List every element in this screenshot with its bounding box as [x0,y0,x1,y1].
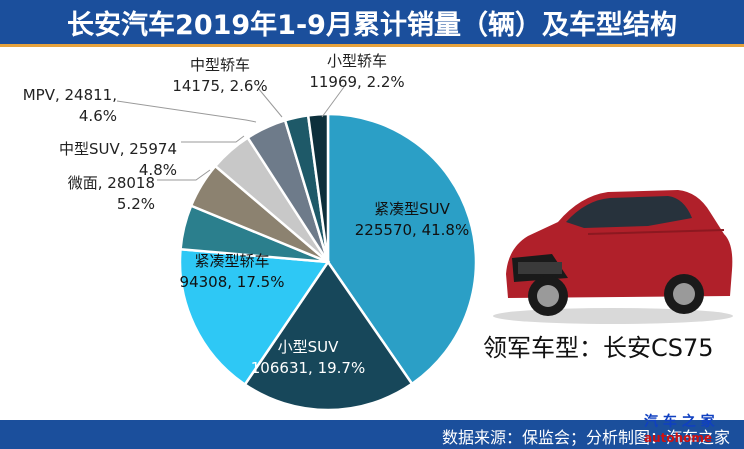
slice-label-7: 中型轿车 14175, 2.6% [172,56,267,95]
chart-title-bar: 长安汽车2019年1-9月累计销量（辆）及车型结构 [0,0,744,44]
slice-label-4: 微面, 28018 5.2% [68,174,155,213]
car-image [493,190,733,324]
footer-bar: 数据来源：保监会；分析制图：汽车之家 [0,420,744,449]
leader-line-5 [181,135,245,143]
svg-text:autohome: autohome [644,431,712,445]
leader-line-7 [257,87,283,118]
leader-line-4 [157,169,211,181]
slice-label-2: 紧凑型轿车 94308, 17.5% [180,252,285,291]
leader-line-8 [321,86,345,118]
title-underline [0,44,744,47]
pie-slice-1 [243,259,414,412]
chart-title: 长安汽车2019年1-9月累计销量（辆）及车型结构 [67,9,677,41]
leader-line-6 [116,100,257,123]
pie-slice-2 [178,247,331,387]
data-source-text: 数据来源：保监会；分析制图：汽车之家 [441,428,730,447]
slice-label-1: 小型SUV 106631, 19.7% [251,338,365,377]
slice-label-0: 紧凑型SUV 225570, 41.8% [355,200,469,239]
lead-model-caption: 领军车型：长安CS75 [483,334,714,362]
watermark-logo: 汽 车 之 家 autohome [644,413,716,445]
slice-label-6: MPV, 24811, 4.6% [23,86,117,125]
slice-label-5: 中型SUV, 25974 4.8% [59,140,177,179]
pie-chart: 紧凑型SUV 225570, 41.8% 小型SUV 106631, 19.7% 紧凑型… [23,52,478,412]
svg-text:汽 车 之 家: 汽 车 之 家 [644,413,716,430]
slice-label-8: 小型轿车 11969, 2.2% [309,52,404,91]
pie-slice-8 [306,112,330,263]
pie-slice-0 [326,112,478,386]
